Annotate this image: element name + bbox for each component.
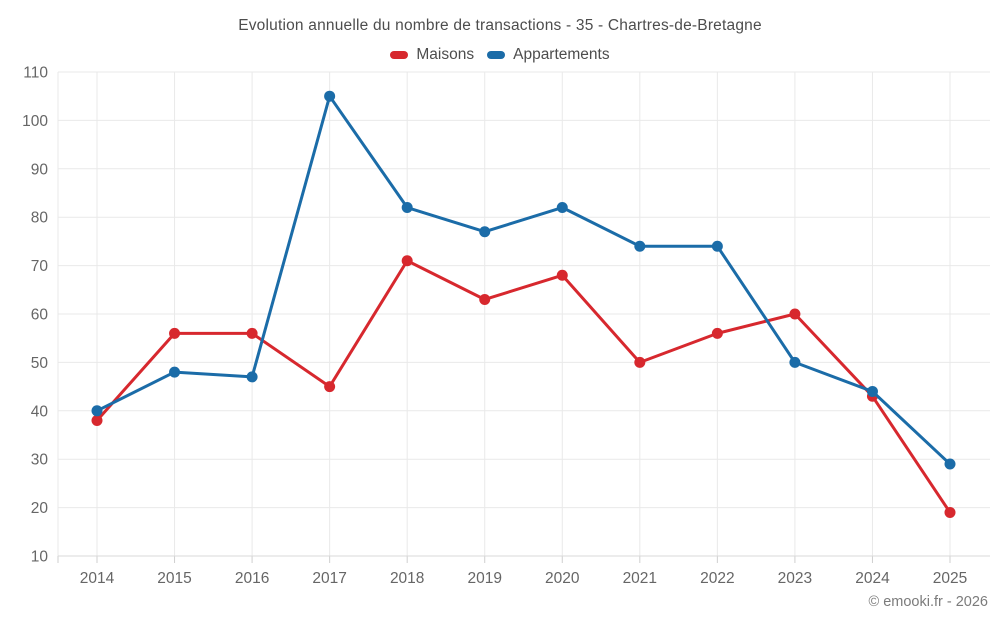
data-point-appartements[interactable] (324, 90, 336, 102)
legend-item-appartements[interactable]: Appartements (487, 46, 610, 64)
y-axis-tick-label: 30 (31, 452, 49, 469)
data-point-maisons[interactable] (91, 414, 103, 426)
data-point-appartements[interactable] (479, 226, 491, 238)
x-axis-tick-label: 2018 (390, 570, 424, 587)
y-axis-tick-label: 70 (31, 258, 49, 275)
data-point-maisons[interactable] (169, 327, 181, 339)
data-point-maisons[interactable] (401, 255, 413, 267)
series-line-maisons (95, 259, 952, 514)
chart-title: Evolution annuelle du nombre de transact… (238, 17, 762, 34)
data-point-appartements[interactable] (246, 371, 258, 383)
data-point-appartements[interactable] (711, 240, 723, 252)
x-axis-tick-label: 2023 (778, 570, 812, 587)
data-point-appartements[interactable] (866, 385, 878, 397)
data-point-maisons[interactable] (556, 269, 568, 281)
data-point-appartements[interactable] (401, 202, 413, 214)
y-axis-tick-label: 60 (31, 307, 49, 324)
y-axis-tick-label: 50 (31, 355, 49, 372)
data-point-maisons[interactable] (634, 356, 646, 368)
legend-swatch-maisons (390, 51, 409, 59)
data-point-maisons[interactable] (944, 506, 956, 518)
y-axis-tick-label: 90 (31, 161, 49, 178)
y-axis-tick-label: 80 (31, 210, 49, 227)
y-axis-tick-label: 100 (22, 113, 48, 130)
data-point-maisons[interactable] (789, 308, 801, 320)
y-axis-tick-label: 110 (23, 65, 48, 82)
data-point-appartements[interactable] (634, 240, 646, 252)
x-axis-tick-label: 2021 (623, 570, 657, 587)
data-point-maisons[interactable] (479, 293, 491, 305)
data-point-appartements[interactable] (556, 202, 568, 214)
chart-legend: Maisons Appartements (0, 46, 1000, 64)
legend-item-maisons[interactable]: Maisons (390, 46, 474, 64)
x-axis-tick-label: 2015 (157, 570, 191, 587)
data-point-maisons[interactable] (711, 327, 723, 339)
x-axis-tick-label: 2025 (933, 570, 967, 587)
data-point-appartements[interactable] (789, 356, 801, 368)
series-line-appartements (95, 94, 952, 466)
data-point-maisons[interactable] (324, 381, 336, 393)
data-point-appartements[interactable] (944, 458, 956, 470)
y-axis-tick-label: 40 (31, 403, 49, 420)
legend-label: Maisons (416, 46, 475, 63)
copyright: © emooki.fr - 2026 (868, 594, 988, 610)
y-axis-tick-label: 10 (31, 549, 49, 566)
x-axis-tick-label: 2019 (467, 570, 501, 587)
x-axis-tick-label: 2016 (235, 570, 269, 587)
x-axis-tick-label: 2022 (700, 570, 734, 587)
x-axis-tick-label: 2017 (312, 570, 346, 587)
x-axis-tick-label: 2020 (545, 570, 580, 587)
data-point-appartements[interactable] (169, 366, 181, 378)
data-point-maisons[interactable] (246, 327, 258, 339)
x-axis-tick-label: 2024 (855, 570, 890, 587)
x-axis-tick-label: 2014 (80, 570, 115, 587)
legend-swatch-appartements (487, 51, 506, 59)
y-axis-tick-label: 20 (31, 500, 49, 517)
legend-label: Appartements (513, 46, 610, 63)
data-point-appartements[interactable] (91, 405, 103, 417)
